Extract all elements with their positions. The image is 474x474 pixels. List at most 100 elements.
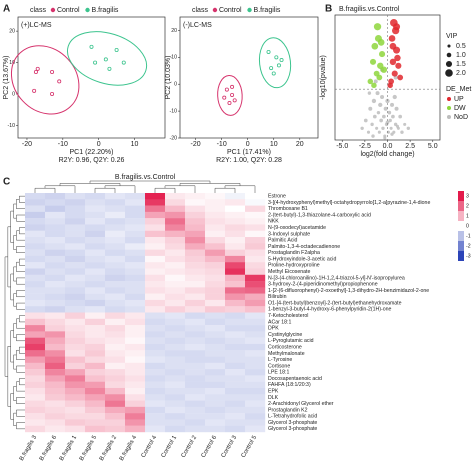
x-tick-label: 10 [131, 141, 139, 148]
point [388, 118, 392, 123]
heatmap-cell [205, 425, 226, 433]
heatmap-cell [105, 312, 126, 319]
heatmap-cell [25, 375, 46, 382]
point [382, 114, 386, 119]
chart-title: B.fragilis.vs.Control [115, 174, 176, 181]
legend-swatch [212, 7, 218, 13]
heatmap-cell [125, 394, 146, 401]
heatmap-cell [205, 394, 226, 401]
annotation: (+)LC-MS [21, 22, 52, 29]
heatmap-cell [185, 318, 206, 326]
legend-label: 0.5 [456, 43, 466, 50]
row-label: Palmito-1,3-4-octadecadienone [268, 244, 340, 250]
heatmap-cell [225, 211, 246, 219]
heatmap-cell [85, 394, 106, 401]
heatmap-cell [185, 337, 206, 345]
heatmap-cell [225, 274, 246, 282]
point [380, 95, 385, 100]
column-label: Control 6 [201, 434, 219, 459]
heatmap-cell [125, 400, 146, 408]
heatmap-cell [25, 199, 46, 206]
point [397, 74, 404, 81]
row-label: O1-[4-(tert-butyl)benzoyl]-2-(tert-butyl… [268, 300, 402, 306]
heatmap-cell [65, 356, 86, 364]
heatmap-cell [25, 249, 46, 257]
heatmap-cell [165, 375, 186, 382]
heatmap-cell [25, 237, 46, 244]
heatmap-cell [65, 281, 86, 288]
point [367, 91, 372, 95]
point [390, 102, 395, 107]
heatmap-cell [85, 199, 106, 206]
row-label: Prostaglandin F2alpha [268, 250, 320, 256]
heatmap-cell [145, 274, 166, 282]
x-tick-label: -20 [22, 141, 32, 148]
point [230, 92, 235, 97]
point [406, 126, 411, 130]
heatmap-cell [185, 218, 206, 225]
heatmap-cell [125, 387, 146, 395]
heatmap-cell [105, 218, 126, 225]
heatmap-cell [185, 255, 206, 263]
point [394, 106, 399, 111]
heatmap-cell [125, 356, 146, 364]
heatmap-cell [125, 362, 146, 370]
heatmap-cell [165, 306, 186, 313]
heatmap-cell [245, 318, 266, 326]
heatmap-cell [245, 281, 266, 288]
heatmap-cell [45, 287, 66, 294]
colorbar-step [458, 211, 464, 221]
heatmap-cell [165, 400, 186, 408]
chart-title: B.fragilis.vs.Control [339, 6, 400, 13]
heatmap-cell [165, 413, 186, 420]
heatmap-cell [145, 387, 166, 395]
heatmap-cell [165, 337, 186, 345]
row-label: Bilirubin [268, 294, 287, 300]
heatmap-cell [65, 331, 86, 338]
heatmap-cell [65, 230, 86, 238]
legend-label: B.fragilis [254, 7, 281, 14]
heatmap-cell [85, 230, 106, 238]
heatmap-cell [205, 218, 226, 225]
legend-label: B.fragilis [92, 7, 119, 14]
row-label: L-Pyroglutamic acid [268, 338, 314, 344]
point [392, 94, 397, 100]
heatmap-cell [205, 343, 226, 351]
heatmap-cell [125, 268, 146, 275]
heatmap-cell [225, 394, 246, 401]
heatmap-cell [45, 425, 66, 433]
heatmap-cell [245, 299, 266, 307]
point [383, 136, 387, 140]
heatmap-cell [205, 199, 226, 206]
heatmap-cell [105, 199, 126, 206]
row-label: L-Tetrahydrofolic acid [268, 414, 317, 420]
x-axis-label: PC1 (22.20%) [70, 149, 114, 156]
column-label: B.fragilis 3 [19, 434, 39, 462]
colorbar-label: 2 [466, 203, 469, 209]
heatmap-cell [105, 268, 126, 275]
heatmap-cell [145, 199, 166, 206]
heatmap-cell [85, 224, 106, 231]
point [50, 92, 55, 97]
point [398, 114, 403, 119]
annotation: (-)LC-MS [183, 22, 212, 29]
heatmap-cell [45, 306, 66, 313]
heatmap-cell [165, 262, 186, 269]
heatmap-cell [145, 299, 166, 307]
legend-size [445, 69, 453, 77]
heatmap-cell [105, 293, 126, 301]
row-label: L-Tyrosine [268, 357, 292, 363]
heatmap-cell [45, 350, 66, 357]
colorbar-label: 0 [466, 223, 469, 229]
heatmap-cell [45, 331, 66, 338]
heatmap-cell [45, 237, 66, 244]
heatmap-cell [145, 224, 166, 231]
heatmap-cell [185, 237, 206, 244]
point [389, 126, 393, 130]
heatmap-cell [65, 318, 86, 326]
point [375, 91, 380, 96]
heatmap-cell [145, 193, 166, 200]
heatmap-cell [125, 425, 146, 433]
column-label: Control 5 [241, 434, 259, 459]
heatmap-cell [105, 343, 126, 351]
